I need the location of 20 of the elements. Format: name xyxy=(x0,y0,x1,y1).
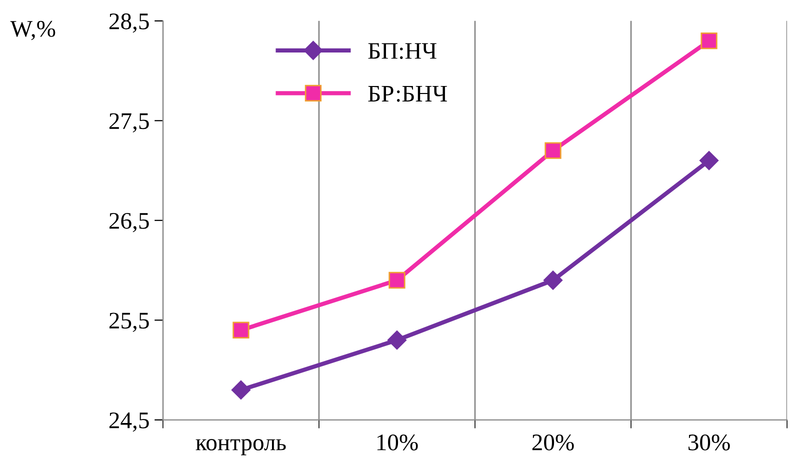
y-tick-label: 24,5 xyxy=(109,412,149,432)
y-tick-label: 25,5 xyxy=(109,312,149,332)
y-tick-label: 28,5 xyxy=(109,13,149,33)
point xyxy=(231,380,250,400)
y-tick-label: 26,5 xyxy=(109,212,149,232)
point xyxy=(543,270,563,290)
point xyxy=(387,330,407,350)
x-tick-label: 30% xyxy=(688,434,730,450)
x-tick-label: 20% xyxy=(532,434,574,450)
x-tick-label: контроль xyxy=(196,439,286,456)
point xyxy=(700,32,718,50)
y-tick-label: 27,5 xyxy=(109,113,149,132)
y-axis-title: W,% xyxy=(10,20,56,40)
legend-label: БР:БНЧ xyxy=(368,86,447,102)
point xyxy=(544,142,562,159)
point xyxy=(232,322,250,338)
point xyxy=(388,272,406,289)
legend-label: БП:НЧ xyxy=(368,43,436,60)
point xyxy=(700,151,719,170)
x-tick-label: 10% xyxy=(377,434,418,450)
